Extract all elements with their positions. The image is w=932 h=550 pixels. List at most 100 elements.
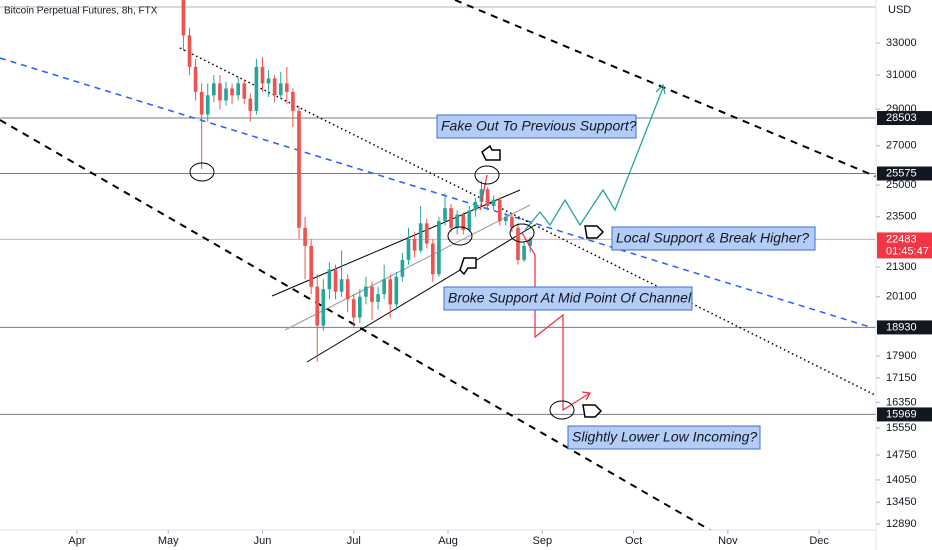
candle-body [218, 83, 222, 101]
channel-line [271, 189, 521, 297]
x-tick-label: Jun [254, 535, 272, 547]
candle-body [358, 296, 362, 318]
candle-body [418, 223, 423, 251]
candle-body [315, 286, 320, 326]
circle [447, 226, 473, 246]
currency-label: USD [888, 4, 911, 16]
axis-layer: 3300031000290002700025000235002130020100… [68, 37, 932, 547]
y-tick-label: 13450 [886, 496, 917, 508]
candle-body [528, 239, 532, 246]
candle-body [266, 78, 271, 84]
y-tick-label: 16350 [886, 396, 917, 408]
annotation-box [436, 114, 637, 139]
candle-body [437, 221, 441, 275]
hand-icon [481, 144, 501, 161]
candle-body [285, 83, 289, 92]
y-tick-label: 23500 [886, 211, 917, 223]
candle-body [388, 279, 393, 305]
candle-body [291, 91, 295, 111]
candle-body [443, 208, 447, 222]
x-tick-label: Jul [347, 535, 361, 547]
annotation-text: Fake Out To Previous Support? [441, 118, 637, 134]
level-box [877, 166, 932, 181]
projections [189, 83, 666, 420]
candle-body [364, 286, 368, 297]
candle-body [242, 83, 247, 99]
y-tick-label: 33000 [886, 37, 917, 49]
candle-body [491, 199, 496, 207]
candle-body [193, 66, 198, 92]
hand-icon [584, 225, 605, 239]
candle-body [327, 269, 332, 290]
y-tick-label: 25000 [886, 179, 917, 191]
annotations: Fake Out To Previous Support? Local Suppo… [436, 114, 816, 450]
candle-body [199, 91, 204, 115]
candle-body [522, 245, 526, 260]
candle-body [400, 259, 405, 277]
level-box [877, 232, 932, 259]
candle-body [473, 201, 478, 211]
x-tick-label: Aug [438, 535, 458, 547]
y-tick-label: 17900 [886, 350, 917, 362]
candle-body [236, 83, 240, 96]
candle-body [510, 216, 514, 228]
annotation-box [567, 425, 761, 450]
candle-body [406, 239, 411, 260]
x-tick-label: Apr [68, 535, 85, 547]
annotation-box [611, 226, 816, 251]
fake-out-path [479, 174, 488, 211]
x-tick-label: May [158, 535, 179, 547]
trend-line [0, 119, 711, 530]
y-tick-label: 27000 [886, 140, 917, 152]
candle-body [455, 214, 459, 228]
candle-body [309, 245, 313, 287]
arrow-head [655, 83, 666, 95]
candle-body [230, 88, 234, 96]
candle-body [467, 210, 472, 231]
candle-body [212, 83, 216, 96]
bull-path [524, 87, 664, 231]
hand-icon [582, 404, 603, 418]
candle-body [485, 189, 490, 207]
level-box [877, 407, 932, 422]
candle-body [431, 243, 435, 275]
circle [549, 400, 575, 420]
level-label: 18930 [886, 321, 917, 333]
drawings [0, 0, 876, 530]
channel-line [284, 204, 531, 331]
trend-line [179, 47, 876, 396]
candle-body [497, 199, 502, 222]
candle-body [205, 95, 210, 115]
x-tick-label: Dec [809, 535, 829, 547]
y-tick-label: 17150 [886, 372, 917, 384]
y-tick-label: 21300 [886, 261, 917, 273]
level-label: 15969 [886, 408, 917, 420]
x-tick-label: Sep [533, 535, 553, 547]
candle-body [382, 279, 386, 295]
circle [474, 165, 500, 185]
candle-body [272, 78, 277, 96]
candles [181, 0, 532, 362]
candle-body [321, 289, 326, 326]
bear-path [521, 232, 591, 412]
candle-body [339, 279, 344, 292]
circle [189, 162, 215, 182]
hand-icon [459, 257, 477, 276]
candle-body [224, 88, 228, 101]
annotation-text: Slightly Lower Low Incoming? [572, 429, 757, 445]
candle-body [479, 189, 484, 202]
price-axis-bg [876, 0, 932, 550]
y-tick-label: 15550 [886, 422, 917, 434]
annotation-text: Broke Support At Mid Point Of Channel [448, 290, 692, 306]
annotation-text: Local Support & Break Higher? [616, 230, 809, 246]
candle-body [449, 208, 453, 228]
y-tick-label: 14750 [886, 449, 917, 461]
trend-line [454, 0, 876, 178]
candle-body [187, 35, 192, 67]
candle-body [333, 269, 338, 292]
candle-body [248, 98, 253, 111]
chart-title: Bitcoin Perpetual Futures, 8h, FTX [4, 6, 158, 17]
level-box [877, 320, 932, 335]
candle-body [370, 286, 374, 302]
